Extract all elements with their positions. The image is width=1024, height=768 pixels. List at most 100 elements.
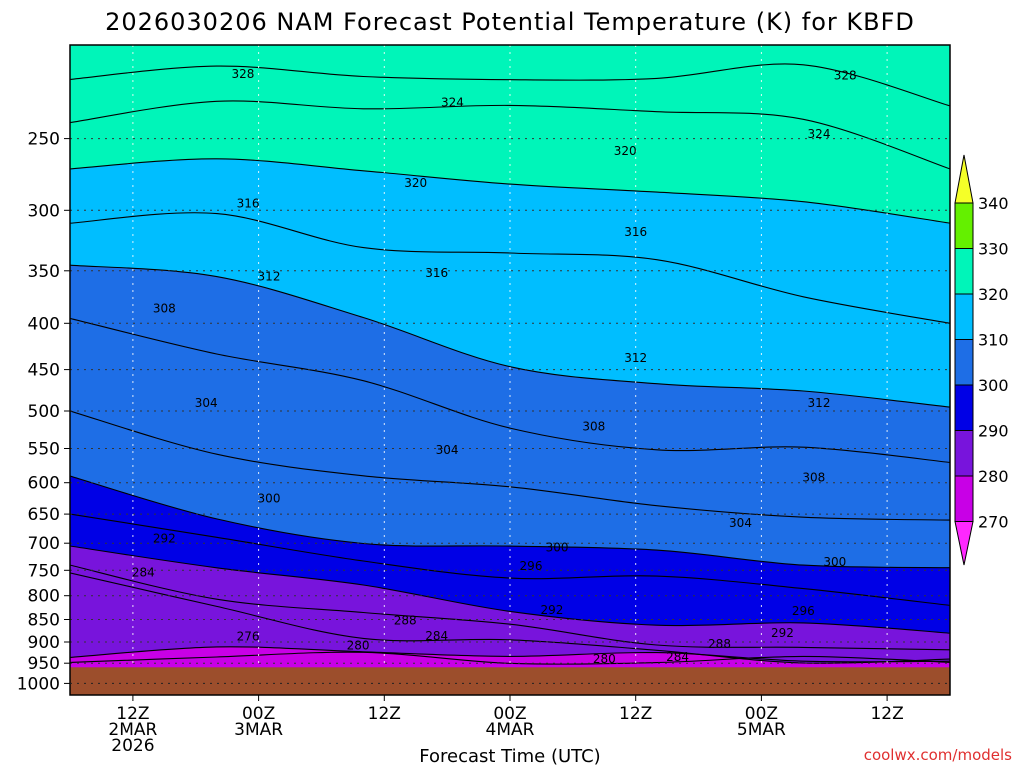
contour-label-292: 292 bbox=[771, 626, 794, 640]
contour-label-328: 328 bbox=[231, 67, 254, 81]
isentrope-288 bbox=[70, 564, 950, 651]
x-tick-label: 00Z bbox=[745, 704, 778, 724]
contour-label-304: 304 bbox=[436, 443, 459, 457]
isentrope-284 bbox=[70, 572, 950, 664]
contour-label-296: 296 bbox=[792, 604, 815, 618]
contour-label-316: 316 bbox=[624, 225, 647, 239]
y-tick-label-800: 800 bbox=[28, 587, 60, 607]
y-tick-label-700: 700 bbox=[28, 534, 60, 554]
colorbar-label-330: 330 bbox=[978, 240, 1009, 259]
contour-label-304: 304 bbox=[195, 396, 218, 410]
colorbar-label-310: 310 bbox=[978, 331, 1009, 350]
isentrope-300 bbox=[70, 475, 950, 569]
ground-mask bbox=[70, 667, 950, 695]
contour-label-320: 320 bbox=[614, 144, 637, 158]
y-tick-label-600: 600 bbox=[28, 474, 60, 494]
y-tick-label-450: 450 bbox=[28, 361, 60, 381]
contour-label-328: 328 bbox=[834, 69, 857, 83]
contour-label-304: 304 bbox=[729, 516, 752, 530]
colorbar-segment bbox=[954, 248, 974, 295]
contour-label-320: 320 bbox=[404, 176, 427, 190]
colorbar-segment bbox=[954, 430, 974, 477]
contour-label-280: 280 bbox=[593, 652, 616, 666]
y-tick-label-900: 900 bbox=[28, 633, 60, 653]
y-axis: 2503003504004505005506006507007508008509… bbox=[17, 130, 70, 694]
colorbar-label-320: 320 bbox=[978, 285, 1009, 304]
x-tick-label: 2026 bbox=[111, 736, 154, 756]
x-tick-label: 3MAR bbox=[234, 720, 283, 740]
y-tick-label-650: 650 bbox=[28, 505, 60, 525]
x-axis-title: Forecast Time (UTC) bbox=[419, 746, 600, 767]
contour-label-300: 300 bbox=[823, 555, 846, 569]
contour-label-284: 284 bbox=[132, 565, 155, 579]
contour-label-308: 308 bbox=[153, 301, 176, 315]
x-tick-label: 12Z bbox=[870, 704, 903, 724]
x-tick-label: 00Z bbox=[242, 704, 275, 724]
contour-labels: 328 324 328 324 320 320 316 316 316 312 308 312 312 3… bbox=[132, 67, 857, 666]
contour-label-316: 316 bbox=[237, 197, 260, 211]
x-tick-label: 2MAR bbox=[108, 720, 157, 740]
colorbar-segment bbox=[954, 202, 974, 249]
y-tick-label-300: 300 bbox=[28, 201, 60, 221]
colorbar-label-340: 340 bbox=[978, 194, 1009, 213]
isentrope-lines bbox=[70, 63, 950, 665]
isentrope-280 bbox=[70, 646, 950, 663]
isentrope-292 bbox=[70, 545, 950, 634]
x-tick-label: 5MAR bbox=[737, 720, 786, 740]
fill-above-324 bbox=[70, 45, 950, 169]
contour-label-312: 312 bbox=[258, 269, 281, 283]
contour-label-288: 288 bbox=[394, 613, 417, 627]
y-tick-label-850: 850 bbox=[28, 611, 60, 631]
contour-label-324: 324 bbox=[441, 95, 464, 109]
contour-label-280: 280 bbox=[347, 639, 370, 653]
y-tick-label-550: 550 bbox=[28, 440, 60, 460]
colorbar-segment bbox=[954, 339, 974, 386]
x-tick-label: 12Z bbox=[116, 704, 149, 724]
contour-label-284: 284 bbox=[666, 650, 689, 664]
y-tick-label-750: 750 bbox=[28, 561, 60, 581]
x-tick-label: 4MAR bbox=[486, 720, 535, 740]
isentrope-308 bbox=[70, 317, 950, 464]
y-tick-label-500: 500 bbox=[28, 402, 60, 422]
contour-label-300: 300 bbox=[258, 492, 281, 506]
contour-label-284: 284 bbox=[425, 629, 448, 643]
x-tick-label: 12Z bbox=[368, 704, 401, 724]
y-tick-label-950: 950 bbox=[28, 654, 60, 674]
contour-label-292: 292 bbox=[153, 532, 176, 546]
colorbar-label-270: 270 bbox=[978, 513, 1009, 532]
contour-label-292: 292 bbox=[540, 603, 563, 617]
temperature-fill-layers bbox=[70, 45, 950, 695]
contour-label-308: 308 bbox=[802, 470, 825, 484]
y-tick-label-1000: 1000 bbox=[17, 674, 60, 694]
colorbar-label-280: 280 bbox=[978, 467, 1009, 486]
contour-label-308: 308 bbox=[582, 419, 605, 433]
isentrope-316 bbox=[70, 212, 950, 324]
chart-title: 2026030206 NAM Forecast Potential Temper… bbox=[105, 8, 915, 36]
contour-label-288: 288 bbox=[708, 637, 731, 651]
colorbar-label-300: 300 bbox=[978, 376, 1009, 395]
colorbar-segment bbox=[954, 384, 974, 431]
contour-label-316: 316 bbox=[425, 266, 448, 280]
colorbar-bottom-arrow bbox=[954, 521, 974, 566]
colorbar: 270 280 290 300 310 320 330 340 bbox=[954, 154, 1009, 566]
fill-above-328 bbox=[70, 45, 950, 106]
y-tick-label-350: 350 bbox=[28, 262, 60, 282]
colorbar-segment bbox=[954, 293, 974, 340]
contour-label-300: 300 bbox=[546, 541, 569, 555]
contour-label-296: 296 bbox=[520, 559, 543, 573]
contour-label-276: 276 bbox=[237, 630, 260, 644]
isentrope-324 bbox=[70, 100, 950, 170]
isentrope-276 bbox=[70, 651, 950, 665]
y-tick-label-400: 400 bbox=[28, 314, 60, 334]
colorbar-segment bbox=[954, 475, 974, 522]
x-tick-label: 12Z bbox=[619, 704, 652, 724]
x-tick-label: 00Z bbox=[493, 704, 526, 724]
isentrope-312 bbox=[70, 264, 950, 408]
contour-label-312: 312 bbox=[808, 396, 831, 410]
contour-label-312: 312 bbox=[624, 351, 647, 365]
y-tick-label-250: 250 bbox=[28, 130, 60, 150]
colorbar-label-290: 290 bbox=[978, 422, 1009, 441]
credit-text: coolwx.com/models bbox=[864, 746, 1012, 764]
